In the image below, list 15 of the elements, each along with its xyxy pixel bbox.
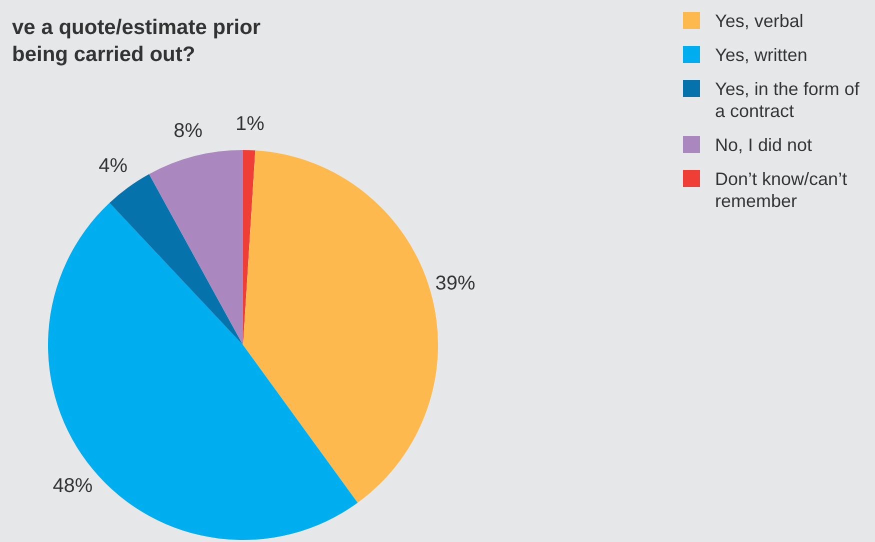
legend-label: Yes, in the form of a contract: [715, 78, 860, 122]
data-label: 39%: [435, 272, 476, 294]
legend-label: Yes, verbal: [715, 10, 804, 32]
pie-slice: [243, 150, 438, 503]
pie-slice: [110, 174, 243, 345]
text: ve a quote/estimate prior being carried out?: [12, 15, 261, 68]
data-label: 48%: [52, 474, 93, 497]
legend-label: Yes, written: [715, 44, 808, 66]
pie-slice: [48, 202, 358, 540]
pie-slice: [149, 150, 243, 345]
data-label: 4%: [98, 155, 128, 178]
data-label: 8%: [174, 120, 203, 142]
legend-label: Don’t know/can’t remember: [715, 168, 848, 212]
data-label: 1%: [235, 113, 265, 136]
legend-label: No, I did not: [715, 134, 812, 156]
